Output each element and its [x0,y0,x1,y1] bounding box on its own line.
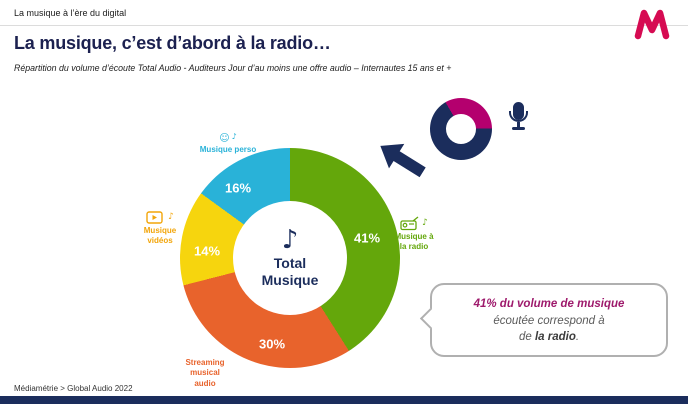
bottom-bar [0,396,688,404]
callout-line-1: 41% du volume de musique [473,298,625,310]
mini-donut [430,98,492,160]
video-music-icon: ♪ [124,210,196,225]
label-text: audio [194,378,216,388]
segment-value-perso: 16% [224,180,252,196]
radio-music-icon: ♪ [382,216,446,231]
callout-bubble: 41% du volume de musique écoutée corresp… [419,283,668,358]
total-musique-donut: ♪ Total Musique 41% 30% 14% 16% [180,148,400,368]
music-note-icon: ♪ [281,225,299,256]
label-streaming-musical-audio: Streaming musical audio [170,358,240,389]
callout-line-2: écoutée correspond à [493,314,605,327]
mini-donut-hole [446,114,476,144]
label-text: Musique [143,226,177,235]
callout-tail [419,307,442,330]
donut-center-label: Musique [261,272,319,288]
page-subtitle: Répartition du volume d’écoute Total Aud… [14,63,452,73]
label-text: la radio [399,242,429,252]
mediametrie-logo [632,6,672,40]
label-text: Musique perso [199,145,257,154]
label-text: musical [190,368,220,378]
label-text: Streaming [185,358,225,367]
segment-value-radio: 41% [353,230,381,246]
smiley-music-icon: ☺ ♪ [219,132,237,144]
callout-line-3: de la radio. [518,331,580,344]
arrow-icon [371,133,430,187]
page-title: La musique, c’est d’abord à la radio… [14,33,331,53]
label-text: Musique à [394,232,434,241]
segment-value-videos: 14% [193,243,221,259]
source-text: Médiamétrie > Global Audio 2022 [14,384,133,393]
donut-center-label: Total [273,255,307,272]
label-musique-radio: ♪ Musique à la radio [382,216,446,253]
donut-center: ♪ Total Musique [233,201,347,315]
segment-value-streaming: 30% [258,336,286,352]
label-text: vidéos [147,236,173,246]
kicker-text: La musique à l’ère du digital [14,8,127,18]
label-musique-perso: ☺ ♪ Musique perso [184,132,272,155]
microphone-icon [506,102,530,130]
label-musique-videos: ♪ Musique vidéos [124,210,196,247]
header-divider [0,25,688,26]
